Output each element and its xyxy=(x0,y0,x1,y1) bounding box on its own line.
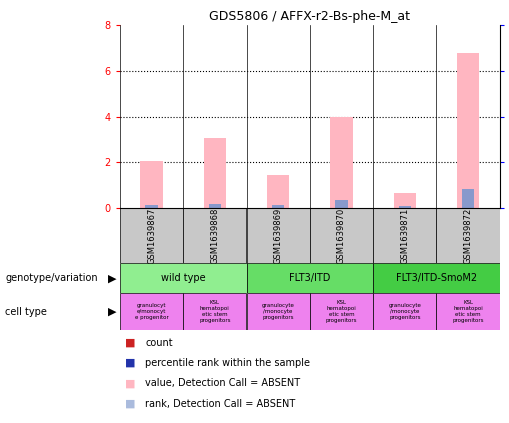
Bar xyxy=(204,138,225,208)
Bar xyxy=(246,263,373,294)
Bar xyxy=(246,208,309,263)
Text: wild type: wild type xyxy=(160,273,205,283)
Text: ▶: ▶ xyxy=(108,273,116,283)
Bar xyxy=(309,208,373,263)
Bar xyxy=(271,206,284,208)
Bar xyxy=(436,294,499,330)
Text: GSM1639871: GSM1639871 xyxy=(400,207,409,264)
Bar xyxy=(246,294,309,330)
Bar xyxy=(145,206,157,208)
Text: FLT3/ITD: FLT3/ITD xyxy=(289,273,330,283)
Text: percentile rank within the sample: percentile rank within the sample xyxy=(145,358,310,368)
Bar xyxy=(208,204,220,208)
Bar xyxy=(120,294,183,330)
Text: granulocyte
/monocyte
progenitors: granulocyte /monocyte progenitors xyxy=(261,303,294,320)
Text: GSM1639868: GSM1639868 xyxy=(210,207,219,264)
Text: KSL
hematopoi
etic stem
progenitors: KSL hematopoi etic stem progenitors xyxy=(451,300,483,323)
Bar xyxy=(456,53,478,208)
Text: FLT3/ITD-SmoM2: FLT3/ITD-SmoM2 xyxy=(395,273,476,283)
Text: ■: ■ xyxy=(125,358,135,368)
Text: KSL
hematopoi
etic stem
progenitors: KSL hematopoi etic stem progenitors xyxy=(325,300,356,323)
Bar xyxy=(373,294,436,330)
Bar xyxy=(183,294,246,330)
Text: KSL
hematopoi
etic stem
progenitors: KSL hematopoi etic stem progenitors xyxy=(199,300,230,323)
Text: GSM1639869: GSM1639869 xyxy=(273,207,282,264)
Bar xyxy=(335,200,347,208)
Text: genotype/variation: genotype/variation xyxy=(5,273,98,283)
Text: GSM1639872: GSM1639872 xyxy=(463,207,472,264)
Bar xyxy=(330,117,352,208)
Text: ■: ■ xyxy=(125,378,135,388)
Bar xyxy=(373,263,499,294)
Text: value, Detection Call = ABSENT: value, Detection Call = ABSENT xyxy=(145,378,300,388)
Bar xyxy=(393,193,415,208)
Text: cell type: cell type xyxy=(5,307,47,317)
Text: granulocyt
e/monocyt
e progenitor: granulocyt e/monocyt e progenitor xyxy=(134,303,168,320)
Text: ■: ■ xyxy=(125,398,135,409)
Text: count: count xyxy=(145,338,173,348)
Text: ■: ■ xyxy=(125,338,135,348)
Text: GSM1639870: GSM1639870 xyxy=(336,207,345,264)
Bar xyxy=(267,175,289,208)
Text: granulocyte
/monocyte
progenitors: granulocyte /monocyte progenitors xyxy=(388,303,420,320)
Text: ▶: ▶ xyxy=(108,307,116,317)
Bar xyxy=(183,208,246,263)
Bar xyxy=(436,208,499,263)
Title: GDS5806 / AFFX-r2-Bs-phe-M_at: GDS5806 / AFFX-r2-Bs-phe-M_at xyxy=(209,10,410,23)
Bar xyxy=(120,263,246,294)
Bar xyxy=(398,206,410,208)
Bar xyxy=(309,294,373,330)
Text: GSM1639867: GSM1639867 xyxy=(147,207,156,264)
Bar xyxy=(461,189,473,208)
Bar xyxy=(373,208,436,263)
Bar xyxy=(120,208,183,263)
Text: rank, Detection Call = ABSENT: rank, Detection Call = ABSENT xyxy=(145,398,295,409)
Bar xyxy=(140,161,162,208)
